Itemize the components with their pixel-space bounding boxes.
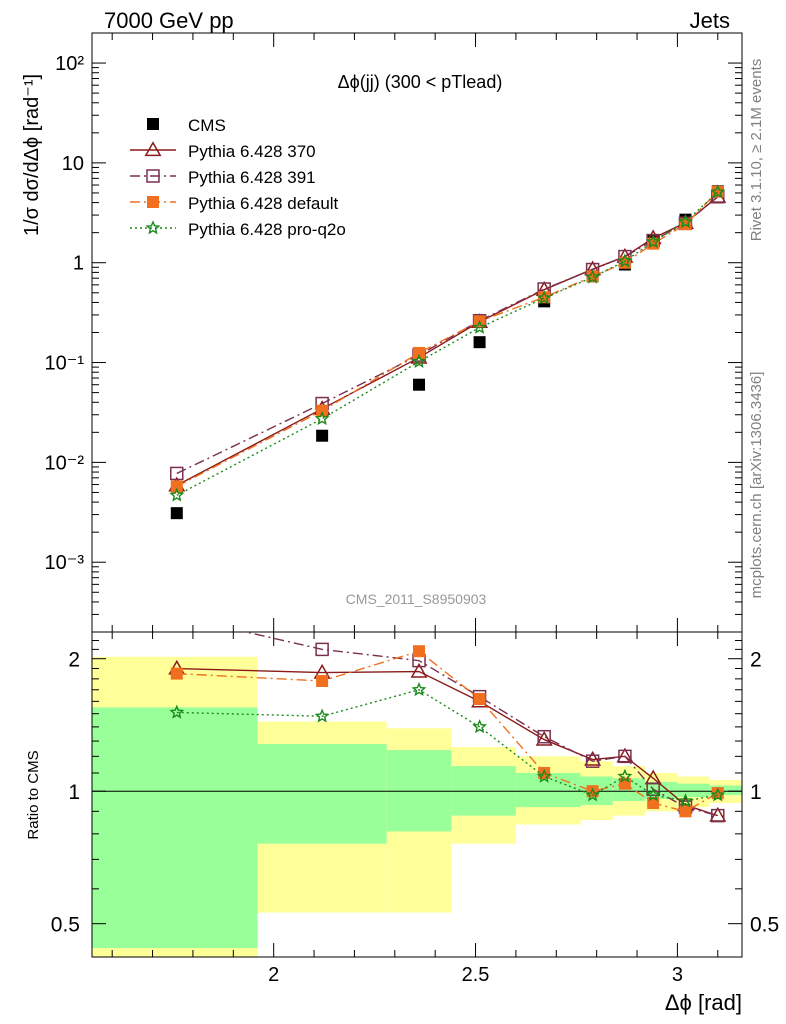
ratio-point-3 [536, 768, 552, 783]
ratio-panel-frame [91, 631, 743, 958]
ratio-point-1 [618, 749, 632, 764]
main-point-3 [617, 253, 633, 268]
ratio-line-1 [243, 632, 718, 817]
y-tick-label-main: 10⁻³ [45, 552, 85, 574]
main-point-2 [316, 404, 329, 417]
ratio-point-1 [171, 610, 183, 622]
ratio-point-2 [679, 805, 692, 818]
ratio-point-1 [585, 754, 600, 768]
main-point-3 [472, 319, 488, 334]
y-tick-label-main: 10⁻¹ [45, 353, 85, 375]
x-tick-label: 2 [268, 964, 279, 986]
main-point-3 [536, 290, 552, 305]
ratio-line-3 [176, 689, 718, 802]
ratio-point-3 [169, 704, 185, 719]
ratio-point-2 [413, 645, 426, 658]
main-panel-series [168, 184, 727, 520]
cms-point [413, 378, 426, 391]
main-point-3 [169, 487, 185, 502]
ratio-point-2 [586, 785, 599, 798]
ratio-point-2 [170, 667, 183, 680]
mcplots-label: mcplots.cern.ch [arXiv:1306.3436] [748, 372, 765, 599]
y-axis-label-ratio: Ratio to CMS [25, 750, 42, 839]
legend-marker [147, 196, 159, 208]
main-point-3 [411, 353, 427, 368]
legend-label: Pythia 6.428 370 [188, 142, 316, 161]
ratio-point-2 [538, 766, 551, 779]
legend-marker [146, 169, 160, 183]
ratio-point-1 [315, 642, 329, 657]
y-tick-label-ratio-right: 0.5 [750, 914, 779, 937]
ratio-point-3 [411, 681, 427, 697]
ratio-point-3 [472, 719, 488, 734]
y-axis-label-main: 1/σ dσ/dΔϕ [rad⁻¹] [21, 74, 43, 236]
band-green-8 [677, 783, 710, 798]
legend-label: Pythia 6.428 pro-q2o [188, 220, 346, 239]
y-tick-label-main: 1 [73, 253, 84, 275]
band-green-9 [709, 785, 742, 796]
legend-label: Pythia 6.428 391 [188, 168, 316, 187]
band-green-0 [92, 707, 258, 949]
cms-point [316, 429, 329, 442]
header-right: Jets [690, 8, 730, 33]
ratio-line-2 [176, 650, 719, 813]
ratio-point-3 [710, 787, 726, 802]
x-tick-label: 3 [672, 964, 683, 986]
ratio-point-3 [617, 768, 633, 783]
ratio-point-1 [711, 808, 725, 823]
legend: CMS Pythia 6.428 370 Pythia 6.428 391 Pythi… [130, 116, 346, 239]
band-green-1 [257, 744, 387, 844]
main-line-1 [176, 196, 719, 475]
ratio-point-3 [678, 793, 693, 808]
chart-title: Δϕ(jj) (300 < pTlead) [338, 72, 503, 92]
y-tick-label-ratio-right: 2 [750, 649, 762, 672]
cms-point [473, 336, 486, 349]
main-line-3 [176, 191, 719, 496]
axes: 2 2.5 3 10⁻³ 10⁻² 10⁻¹ 1 10 10² 0.5 0.5 1 1 2 2 [45, 32, 779, 986]
main-line-2 [176, 191, 719, 488]
ratio-point-0 [410, 662, 428, 678]
ratio-point-2 [316, 674, 329, 687]
x-axis-label: Δϕ [rad] [665, 990, 742, 1015]
main-point-3 [710, 184, 726, 199]
legend-marker [145, 220, 161, 235]
legend-marker [144, 141, 162, 157]
main-point-1 [170, 466, 184, 481]
ratio-point-0 [535, 730, 553, 746]
y-tick-label-ratio-right: 1 [750, 781, 762, 804]
y-tick-label-main: 10⁻² [45, 452, 85, 474]
y-tick-label-main: 10² [55, 53, 84, 75]
main-point-3 [645, 234, 661, 249]
ratio-point-1 [537, 729, 551, 744]
main-point-3 [678, 214, 693, 229]
y-tick-label-ratio-left: 2 [68, 649, 80, 672]
y-tick-label-main: 10 [62, 153, 84, 175]
ratio-point-3 [585, 787, 601, 802]
rivet-label: Rivet 3.1.10, ≥ 2.1M events [748, 59, 765, 242]
main-point-2 [413, 346, 426, 359]
x-tick-label: 2.5 [462, 964, 490, 986]
header-left: 7000 GeV pp [104, 8, 234, 33]
y-tick-label-ratio-left: 1 [68, 781, 80, 804]
ratio-uncertainty-bands [92, 656, 742, 957]
legend-label: CMS [188, 116, 226, 135]
ratio-point-3 [645, 787, 661, 802]
ratio-point-3 [314, 708, 330, 723]
ratio-point-2 [647, 797, 660, 810]
main-line-0 [176, 196, 719, 486]
y-tick-label-ratio-left: 0.5 [51, 914, 80, 937]
legend-label: Pythia 6.428 default [188, 194, 339, 213]
cms-point [170, 507, 183, 520]
ratio-point-2 [473, 692, 486, 705]
main-point-3 [314, 410, 330, 426]
main-point-3 [585, 269, 601, 284]
analysis-watermark: CMS_2011_S8950903 [346, 591, 487, 607]
legend-marker [147, 118, 159, 130]
ratio-panel-series [168, 610, 727, 823]
main-point-2 [170, 480, 183, 493]
